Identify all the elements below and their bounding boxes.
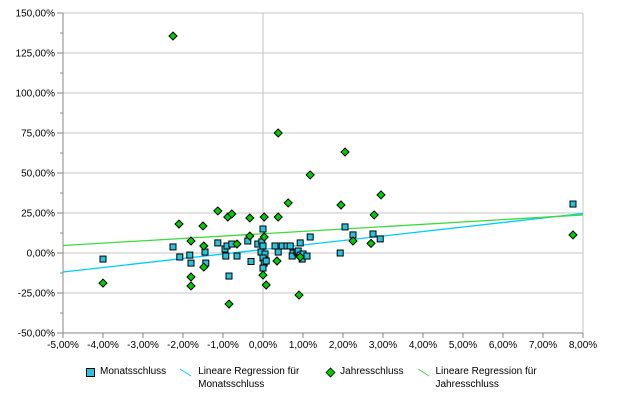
svg-text:-3,00%: -3,00% — [127, 340, 159, 351]
legend-item-regression-jahresschluss: Lineare Regression für Jahresschluss — [416, 366, 552, 391]
svg-text:4,00%: 4,00% — [409, 340, 437, 351]
plot-area: 150,00% 125,00% 100,00% 75,00% 50,00% 25,00% 0… — [16, 9, 598, 352]
diamond-marker-icon — [325, 367, 336, 378]
svg-text:-1,00%: -1,00% — [207, 340, 239, 351]
line-marker-icon — [416, 367, 431, 383]
svg-text:-2,00%: -2,00% — [167, 340, 199, 351]
svg-text:-4,00%: -4,00% — [87, 340, 119, 351]
legend-label: Lineare Regression für Monatsschluss — [198, 366, 300, 390]
svg-text:5,00%: 5,00% — [449, 340, 477, 351]
svg-text:3,00%: 3,00% — [369, 340, 397, 351]
svg-text:125,00%: 125,00% — [16, 49, 56, 60]
svg-text:-25,00%: -25,00% — [18, 289, 55, 300]
svg-text:100,00%: 100,00% — [16, 89, 56, 100]
legend-item-jahresschluss: Jahresschluss — [325, 366, 404, 379]
svg-text:6,00%: 6,00% — [489, 340, 517, 351]
svg-text:2,00%: 2,00% — [329, 340, 357, 351]
svg-text:7,00%: 7,00% — [529, 340, 557, 351]
svg-text:25,00%: 25,00% — [21, 209, 55, 220]
svg-text:1,00%: 1,00% — [289, 340, 317, 351]
chart-legend: Monatsschluss Lineare Regression für Mon… — [86, 366, 552, 391]
legend-item-monatsschluss: Monatsschluss — [86, 366, 166, 379]
svg-text:8,00%: 8,00% — [569, 340, 597, 351]
svg-text:-5,00%: -5,00% — [47, 340, 79, 351]
svg-text:50,00%: 50,00% — [21, 169, 55, 180]
svg-text:0,00%: 0,00% — [27, 249, 55, 260]
svg-text:-50,00%: -50,00% — [18, 329, 55, 340]
legend-label: Jahresschluss — [340, 366, 404, 377]
svg-text:150,00%: 150,00% — [16, 9, 56, 20]
legend-label: Monatsschluss — [100, 366, 167, 377]
svg-text:75,00%: 75,00% — [21, 129, 55, 140]
legend-label: Lineare Regression für Jahresschluss — [435, 366, 537, 390]
square-marker-icon — [86, 368, 95, 377]
legend-item-regression-monatsschluss: Lineare Regression für Monatsschluss — [178, 366, 314, 391]
line-marker-icon — [178, 367, 193, 383]
svg-text:0,00%: 0,00% — [249, 340, 277, 351]
